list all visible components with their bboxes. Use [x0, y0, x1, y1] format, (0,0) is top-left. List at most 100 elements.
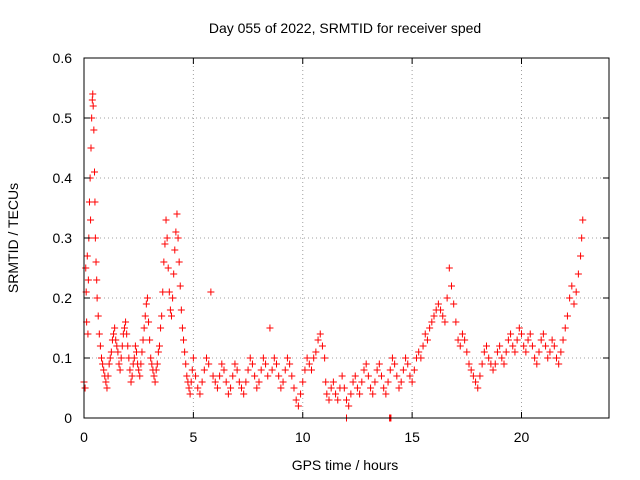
data-point	[343, 396, 350, 404]
data-point	[539, 330, 547, 338]
data-point	[222, 378, 230, 386]
data-point	[194, 384, 202, 392]
data-point	[246, 354, 254, 362]
data-point	[162, 216, 170, 224]
data-point	[103, 384, 111, 392]
data-point	[200, 366, 208, 374]
data-point	[81, 384, 89, 392]
x-tick-label: 15	[404, 429, 420, 445]
data-point	[312, 348, 320, 356]
data-point	[419, 342, 427, 350]
data-point	[89, 90, 97, 98]
data-point	[544, 354, 552, 362]
data-point	[526, 330, 534, 338]
data-point	[91, 198, 99, 206]
data-point	[329, 378, 337, 386]
data-point	[115, 360, 123, 368]
data-point	[480, 348, 488, 356]
data-point	[163, 234, 171, 242]
data-point	[150, 372, 158, 380]
data-point	[255, 378, 263, 386]
data-point	[472, 378, 480, 386]
data-point	[88, 96, 96, 104]
data-point	[388, 354, 396, 362]
data-point	[180, 336, 188, 344]
data-point	[87, 144, 95, 152]
data-point	[203, 354, 210, 362]
data-point	[270, 354, 278, 362]
data-point	[196, 390, 204, 398]
data-point	[116, 366, 124, 374]
data-point	[98, 354, 105, 362]
data-point	[183, 372, 191, 380]
data-point	[264, 372, 272, 380]
data-point	[463, 348, 471, 356]
data-point	[511, 348, 519, 356]
data-point	[186, 390, 194, 398]
data-point	[360, 366, 368, 374]
data-point	[310, 354, 318, 362]
data-point	[327, 384, 335, 392]
data-point	[89, 102, 97, 110]
data-point	[441, 318, 449, 326]
data-point	[143, 294, 151, 302]
data-point	[345, 402, 353, 410]
data-point	[114, 348, 122, 356]
data-point	[84, 330, 92, 338]
data-point	[138, 348, 146, 356]
data-point	[259, 354, 267, 362]
data-point	[174, 234, 182, 242]
data-point	[476, 372, 484, 380]
data-point	[283, 354, 291, 362]
chart-title: Day 055 of 2022, SRMTID for receiver spe…	[209, 20, 481, 36]
data-point	[145, 318, 153, 326]
data-point	[91, 168, 98, 176]
data-point	[316, 330, 324, 338]
data-point	[290, 384, 298, 392]
data-point	[566, 294, 574, 302]
data-point	[90, 126, 98, 134]
data-point	[126, 366, 134, 374]
data-point	[559, 336, 567, 344]
data-point	[426, 324, 434, 332]
data-point	[242, 378, 250, 386]
data-point	[211, 378, 219, 386]
data-point	[520, 342, 528, 350]
data-point	[110, 330, 118, 338]
data-point	[146, 336, 154, 344]
data-point	[171, 246, 179, 254]
data-point	[224, 390, 232, 398]
data-point	[216, 372, 224, 380]
data-point	[93, 294, 101, 302]
data-point	[528, 342, 536, 350]
data-point	[288, 372, 296, 380]
data-point	[83, 252, 91, 260]
data-point	[522, 348, 530, 356]
data-point	[524, 336, 532, 344]
data-point	[257, 366, 265, 374]
data-point	[292, 396, 300, 404]
data-point	[439, 312, 447, 320]
data-point	[100, 366, 108, 374]
x-tick-label: 10	[295, 429, 311, 445]
y-axis-ticks: 0 0.1 0.2 0.3 0.4 0.5 0.6	[53, 50, 609, 426]
data-point	[231, 360, 239, 368]
data-point	[151, 378, 159, 386]
data-point	[248, 360, 256, 368]
data-point	[106, 354, 114, 362]
data-point	[498, 354, 506, 362]
y-tick-label: 0.2	[53, 290, 73, 306]
data-point	[169, 294, 177, 302]
data-point	[410, 366, 418, 374]
data-point	[111, 324, 119, 332]
data-point	[417, 354, 425, 362]
data-point	[122, 318, 130, 326]
data-point	[421, 330, 429, 338]
data-point	[430, 312, 438, 320]
data-point	[94, 312, 102, 320]
data-point	[450, 300, 458, 308]
plot-frame	[83, 57, 610, 419]
data-point	[84, 276, 92, 284]
data-point	[557, 348, 565, 356]
data-point	[542, 342, 550, 350]
